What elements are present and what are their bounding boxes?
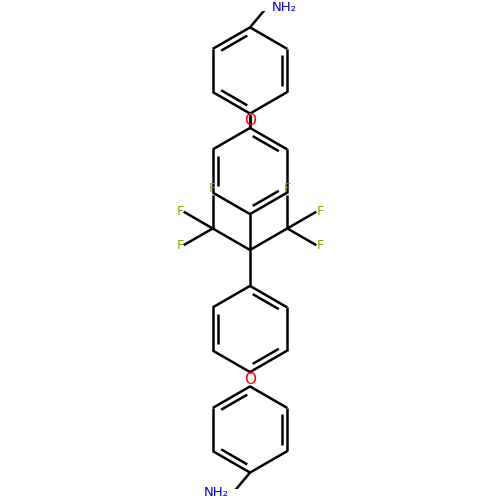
Text: F: F	[176, 205, 184, 218]
Text: F: F	[316, 205, 324, 218]
Text: F: F	[176, 238, 184, 252]
Text: O: O	[244, 372, 256, 387]
Text: O: O	[244, 113, 256, 128]
Text: F: F	[316, 238, 324, 252]
Text: F: F	[284, 182, 291, 195]
Text: NH₂: NH₂	[204, 486, 229, 500]
Text: NH₂: NH₂	[272, 0, 296, 14]
Text: F: F	[209, 182, 216, 195]
